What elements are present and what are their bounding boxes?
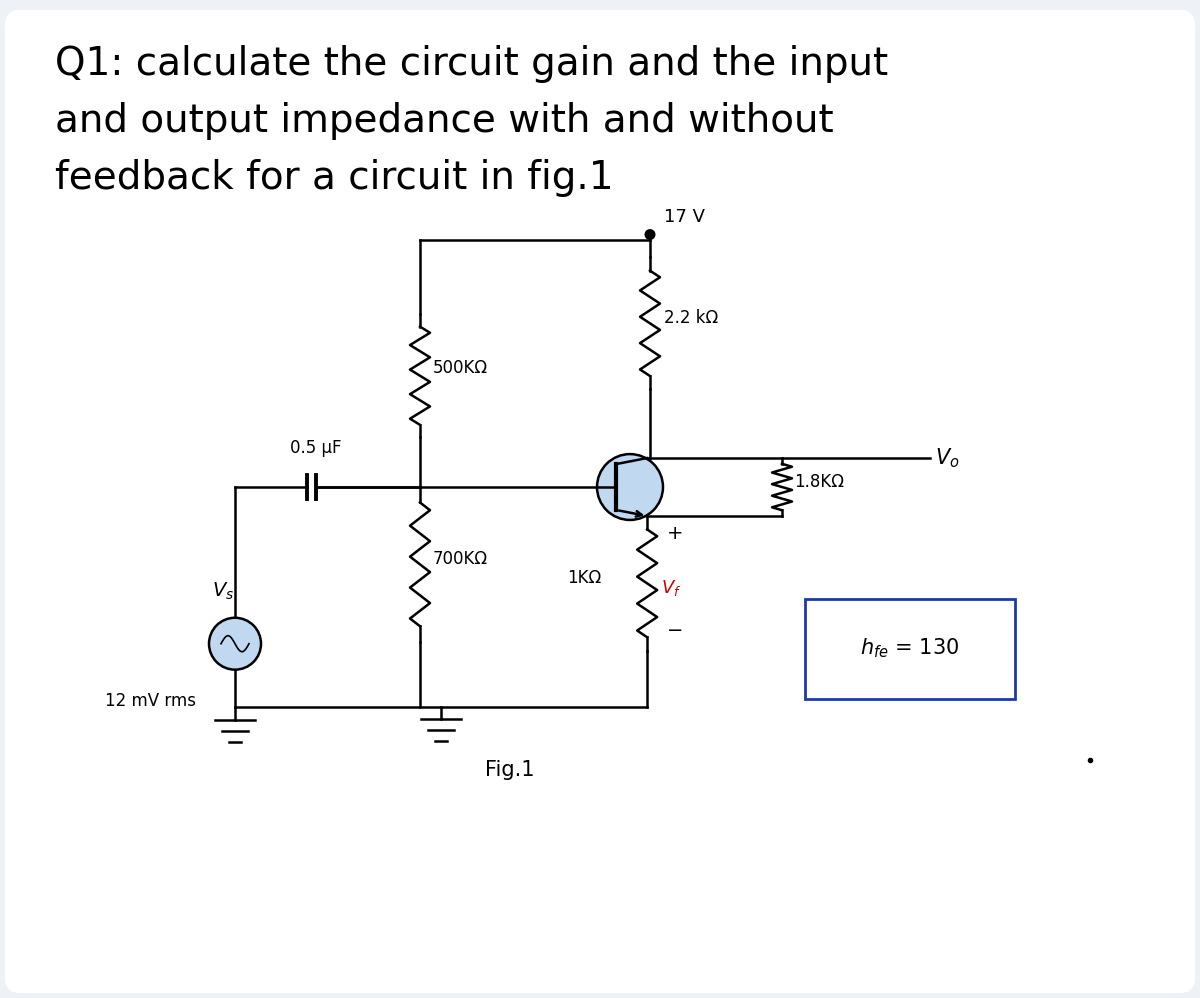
Circle shape — [209, 618, 262, 670]
Text: $h_{fe}$ = 130: $h_{fe}$ = 130 — [860, 637, 960, 661]
Text: 1KΩ: 1KΩ — [568, 570, 601, 588]
Text: 0.5 μF: 0.5 μF — [290, 439, 342, 457]
Text: feedback for a circuit in fig.1: feedback for a circuit in fig.1 — [55, 159, 613, 197]
FancyBboxPatch shape — [5, 10, 1195, 993]
Text: $V_o$: $V_o$ — [935, 446, 960, 470]
Text: 1.8KΩ: 1.8KΩ — [794, 473, 844, 491]
Circle shape — [598, 454, 662, 520]
Text: $V_f$: $V_f$ — [661, 579, 682, 599]
Text: Fig.1: Fig.1 — [485, 760, 535, 780]
Text: 12 mV rms: 12 mV rms — [106, 692, 196, 710]
Text: 2.2 kΩ: 2.2 kΩ — [664, 309, 719, 327]
Text: 500KΩ: 500KΩ — [433, 358, 488, 377]
Text: 17 V: 17 V — [664, 208, 706, 226]
Text: and output impedance with and without: and output impedance with and without — [55, 102, 834, 140]
Text: $V_s$: $V_s$ — [212, 581, 234, 602]
Text: −: − — [667, 622, 684, 641]
Text: Q1: calculate the circuit gain and the input: Q1: calculate the circuit gain and the i… — [55, 45, 888, 83]
Text: 700KΩ: 700KΩ — [433, 550, 488, 569]
Text: +: + — [667, 525, 684, 544]
Circle shape — [644, 230, 655, 241]
FancyBboxPatch shape — [805, 599, 1015, 699]
